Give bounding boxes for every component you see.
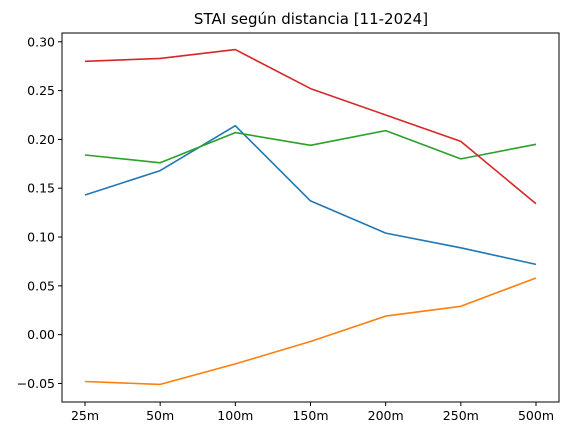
y-tick-label: 0.25 <box>27 83 55 98</box>
x-tick-label: 100m <box>217 408 253 423</box>
x-tick-label: 200m <box>368 408 404 423</box>
x-tick-label: 50m <box>146 408 174 423</box>
x-tick-label: 500m <box>518 408 554 423</box>
y-tick-label: −0.05 <box>17 376 55 391</box>
y-tick-label: 0.05 <box>27 278 55 293</box>
x-axis: 25m 50m 100m 150m 200m 250m 500m <box>71 402 554 423</box>
x-tick-label: 25m <box>71 408 99 423</box>
series-line-4 <box>84 48 537 205</box>
y-tick-label: 0.10 <box>27 230 55 245</box>
series-line-3 <box>84 129 537 164</box>
series-lines <box>84 48 537 386</box>
y-tick-label: 0.15 <box>27 181 55 196</box>
y-axis: −0.05 0.00 0.05 0.10 0.15 0.20 0.25 0.30 <box>17 34 62 391</box>
series-line-1 <box>84 124 537 266</box>
y-tick-label: 0.30 <box>27 34 55 49</box>
series-line-2 <box>84 277 537 386</box>
chart-title: STAI según distancia [11-2024] <box>194 10 428 28</box>
y-tick-label: 0.00 <box>27 327 55 342</box>
x-tick-label: 250m <box>443 408 479 423</box>
y-tick-label: 0.20 <box>27 132 55 147</box>
x-tick-label: 150m <box>292 408 328 423</box>
